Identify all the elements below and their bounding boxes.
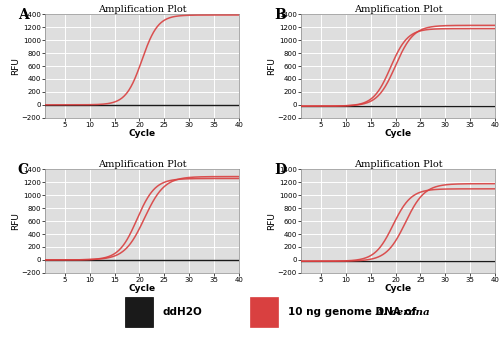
Title: Amplification Plot: Amplification Plot: [354, 160, 442, 169]
X-axis label: Cycle: Cycle: [384, 129, 411, 138]
X-axis label: Cycle: Cycle: [128, 284, 156, 293]
Bar: [250, 297, 278, 327]
Y-axis label: RFU: RFU: [11, 57, 20, 75]
Y-axis label: RFU: RFU: [11, 212, 20, 230]
Text: C: C: [18, 163, 29, 177]
Text: B: B: [274, 8, 285, 22]
Title: Amplification Plot: Amplification Plot: [98, 5, 186, 14]
Y-axis label: RFU: RFU: [267, 212, 276, 230]
Text: ddH2O: ddH2O: [162, 307, 202, 317]
X-axis label: Cycle: Cycle: [128, 129, 156, 138]
X-axis label: Cycle: Cycle: [384, 284, 411, 293]
Bar: [125, 297, 152, 327]
Title: Amplification Plot: Amplification Plot: [354, 5, 442, 14]
Text: 10 ng genome DNA of: 10 ng genome DNA of: [288, 307, 420, 317]
Text: D: D: [274, 163, 286, 177]
Text: A. cerana: A. cerana: [376, 308, 430, 317]
Title: Amplification Plot: Amplification Plot: [98, 160, 186, 169]
Text: A: A: [18, 8, 28, 22]
Y-axis label: RFU: RFU: [267, 57, 276, 75]
